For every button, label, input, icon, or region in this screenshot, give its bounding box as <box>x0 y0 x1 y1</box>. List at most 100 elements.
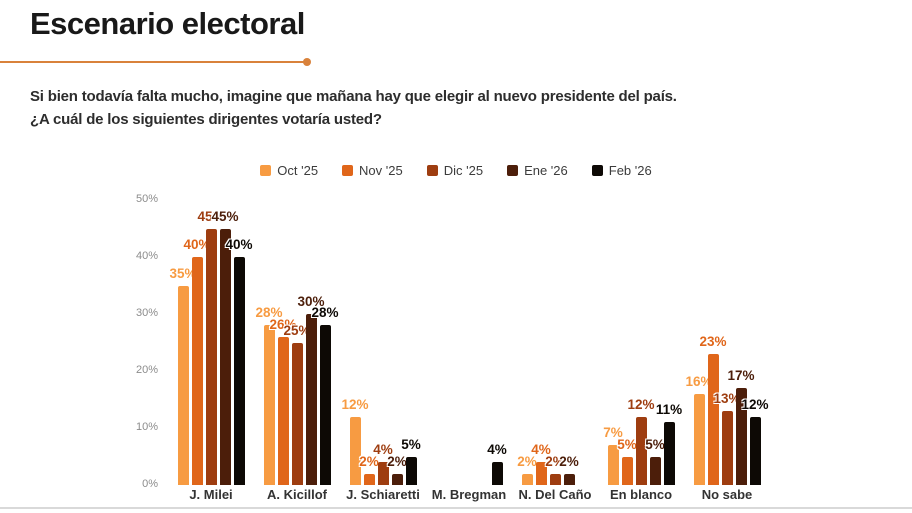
legend-swatch-icon <box>507 165 519 176</box>
bar: 4% <box>373 442 393 485</box>
bar-value-label: 13% <box>713 390 741 406</box>
bar: 11% <box>656 402 682 485</box>
bar: 16% <box>685 374 713 485</box>
category-label: M. Bregman <box>431 487 507 502</box>
bar-value-label: 28% <box>311 305 339 321</box>
bar-value-label: 7% <box>603 425 623 441</box>
bar-value-label: 23% <box>699 333 727 349</box>
y-axis-tick: 10% <box>135 421 158 433</box>
bar-value-label: 2% <box>387 453 407 469</box>
category-label: En blanco <box>609 487 673 502</box>
category-label: J. Milei <box>189 487 233 502</box>
bar-value-label: 16% <box>685 373 713 389</box>
category-label: No sabe <box>701 487 753 502</box>
bar-value-label: 5% <box>617 436 637 452</box>
bar-value-label: 4% <box>531 442 551 458</box>
category-label: N. Del Caño <box>518 487 592 502</box>
bar-group: 7% 5% 12% 5% 11% <box>598 200 684 485</box>
bar: 5% <box>645 437 665 485</box>
bar-value-label: 12% <box>341 396 369 412</box>
legend-swatch-icon <box>591 165 603 176</box>
accent-rule-end-dot <box>303 58 311 66</box>
bar: 28% <box>255 305 283 485</box>
page-title: Escenario electoral <box>30 6 305 41</box>
legend-label: Oct '25 <box>277 163 319 178</box>
bar: 2% <box>559 454 579 485</box>
bar: 25% <box>283 323 311 485</box>
bar-value-label: 35% <box>169 265 197 281</box>
y-axis-tick: 50% <box>135 193 158 205</box>
bar-value-label: 40% <box>225 237 253 252</box>
bottom-divider <box>0 507 912 509</box>
bar: 35% <box>169 266 197 485</box>
legend-item-4: Feb '26 <box>591 163 652 178</box>
bar: 4% <box>487 442 507 485</box>
bar: 28% <box>311 305 339 485</box>
y-axis-tick: 40% <box>135 250 158 262</box>
bar-group: 28% 26% 25% 30% 28% <box>254 200 340 485</box>
bar-value-label: 4% <box>487 442 507 458</box>
bar-value-label: 17% <box>727 368 755 384</box>
bar: 40% <box>225 237 253 485</box>
bar: 2% <box>359 454 379 485</box>
bar: 12% <box>741 397 769 485</box>
bar-value-label: 25% <box>283 322 311 338</box>
legend-label: Feb '26 <box>608 163 652 178</box>
y-axis-tick: 0% <box>142 478 158 490</box>
y-axis-tick: 30% <box>135 307 158 319</box>
category-row: J. Milei A. Kicillof J. Schiaretti M. Bregm… <box>168 487 770 502</box>
bar-value-label: 40% <box>183 237 211 252</box>
legend-swatch-icon <box>260 165 272 176</box>
bar-value-label: 2% <box>559 453 579 469</box>
bar-value-label: 2% <box>517 453 537 469</box>
bar-value-label: 30% <box>297 294 325 309</box>
bar-group: 16% 23% 13% 17% 12% <box>684 200 770 485</box>
survey-question-line1: Si bien todavía falta mucho, imagine que… <box>30 88 677 105</box>
bar: 5% <box>401 437 421 485</box>
legend-item-2: Dic '25 <box>426 163 484 178</box>
legend-label: Nov '25 <box>359 163 403 178</box>
bar-value-label: 12% <box>741 396 769 412</box>
plot-area: 35% 40% 45% 45% 40% 28% 26% 25% 30% 28% 12% 2% 4% 2% 5… <box>168 200 770 485</box>
bar-group: 4% <box>426 200 512 485</box>
bar: 23% <box>699 334 727 485</box>
survey-question: Si bien todavía falta mucho, imagine que… <box>30 86 677 131</box>
legend-label: Dic '25 <box>443 163 484 178</box>
bar-value-label: 12% <box>627 396 655 412</box>
category-label: A. Kicillof <box>267 487 327 502</box>
bar: 2% <box>387 454 407 485</box>
bar-group: 2% 4% 2% 2% <box>512 200 598 485</box>
legend-item-3: Ene '26 <box>507 163 568 178</box>
legend-label: Ene '26 <box>524 163 568 178</box>
bar: 12% <box>341 397 369 485</box>
bar-value-label: 11% <box>655 402 683 418</box>
bar: 26% <box>269 317 297 485</box>
bar: 7% <box>603 425 623 485</box>
legend-swatch-icon <box>342 165 354 176</box>
bar: 30% <box>297 294 325 485</box>
bar-value-label: 2% <box>359 453 379 469</box>
category-label: J. Schiaretti <box>346 487 420 502</box>
legend-item-0: Oct '25 <box>260 163 318 178</box>
legend-swatch-icon <box>426 165 438 176</box>
bar: 12% <box>627 397 655 485</box>
bar-value-label: 5% <box>645 436 665 452</box>
bar-value-label: 5% <box>401 436 421 452</box>
bar: 5% <box>617 437 637 485</box>
y-axis-tick: 20% <box>135 364 158 376</box>
bar-group: 12% 2% 4% 2% 5% <box>340 200 426 485</box>
survey-question-line2: ¿A cuál de los siguientes dirigentes vot… <box>30 110 382 128</box>
bar-value-label: 26% <box>269 316 297 332</box>
bar: 4% <box>531 442 551 485</box>
bar-value-label: 45% <box>211 208 239 224</box>
bar-group: 35% 40% 45% 45% 40% <box>168 200 254 485</box>
legend-item-1: Nov '25 <box>342 163 403 178</box>
bar-value-label: 45% <box>197 208 225 224</box>
chart-legend: Oct '25 Nov '25 Dic '25 Ene '26 Feb '26 <box>0 163 912 178</box>
bar: 17% <box>727 368 755 485</box>
bar: 45% <box>211 209 239 485</box>
bar: 13% <box>713 391 741 485</box>
accent-rule <box>0 61 306 63</box>
bar-value-label: 28% <box>255 305 283 321</box>
